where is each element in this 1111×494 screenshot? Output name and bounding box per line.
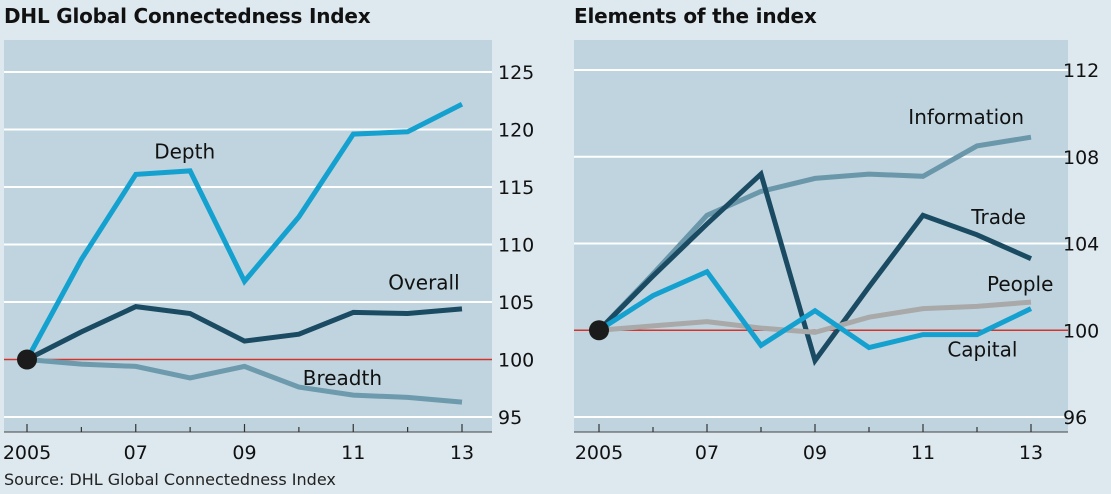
x-tick-label: 2005 xyxy=(575,442,623,464)
series-line-capital xyxy=(597,268,1033,351)
y-tick-label: 110 xyxy=(498,235,534,257)
x-tick-label: 09 xyxy=(803,442,827,464)
y-tick-label: 100 xyxy=(1063,320,1099,342)
y-tick-label: 125 xyxy=(498,62,534,84)
start-point-marker xyxy=(17,349,37,370)
y-tick-label: 96 xyxy=(1063,407,1087,429)
x-tick-label: 11 xyxy=(341,442,365,464)
y-tick-label: 95 xyxy=(498,407,522,429)
x-tick-label: 07 xyxy=(695,442,719,464)
y-tick-label: 104 xyxy=(1063,234,1099,256)
chart-right: 96 100 104 108 112 2005 07 09 11 13 Information Tra… xyxy=(574,40,1099,464)
series-line-depth xyxy=(24,101,464,361)
y-tick-label: 108 xyxy=(1063,147,1099,169)
x-tick-label: 13 xyxy=(450,442,474,464)
series-label-breadth: Breadth xyxy=(303,366,382,390)
y-tick-label: 105 xyxy=(498,292,534,314)
x-tick-label: 11 xyxy=(911,442,935,464)
x-tick-label: 2005 xyxy=(3,442,51,464)
chart-title-right: Elements of the index xyxy=(574,4,817,28)
plot-background xyxy=(4,40,492,432)
series-label-depth: Depth xyxy=(154,139,215,163)
y-tick-label: 120 xyxy=(498,120,534,142)
series-line-breadth xyxy=(26,357,463,405)
y-tick-label: 100 xyxy=(498,350,534,372)
series-label-information: Information xyxy=(908,105,1024,129)
series-line-overall xyxy=(25,304,463,362)
x-tick-label: 13 xyxy=(1019,442,1043,464)
series-label-trade: Trade xyxy=(970,205,1026,229)
series-label-overall: Overall xyxy=(388,270,459,294)
plot-background xyxy=(574,40,1068,432)
x-tick-label: 09 xyxy=(232,442,256,464)
y-tick-label: 112 xyxy=(1063,60,1099,82)
x-tick-label: 07 xyxy=(124,442,148,464)
series-label-people: People xyxy=(987,272,1053,296)
chart-left: 95 100 105 110 115 120 125 2005 07 09 11 13 Depth Ove… xyxy=(3,40,534,464)
series-line-trade xyxy=(597,169,1033,367)
series-label-capital: Capital xyxy=(947,337,1017,361)
chart-title-left: DHL Global Connectedness Index xyxy=(4,4,371,28)
start-point-marker xyxy=(589,320,609,341)
series-line-people xyxy=(598,299,1032,335)
source-note: Source: DHL Global Connectedness Index xyxy=(4,470,336,489)
y-tick-label: 115 xyxy=(498,177,534,199)
series-line-information xyxy=(597,134,1032,333)
